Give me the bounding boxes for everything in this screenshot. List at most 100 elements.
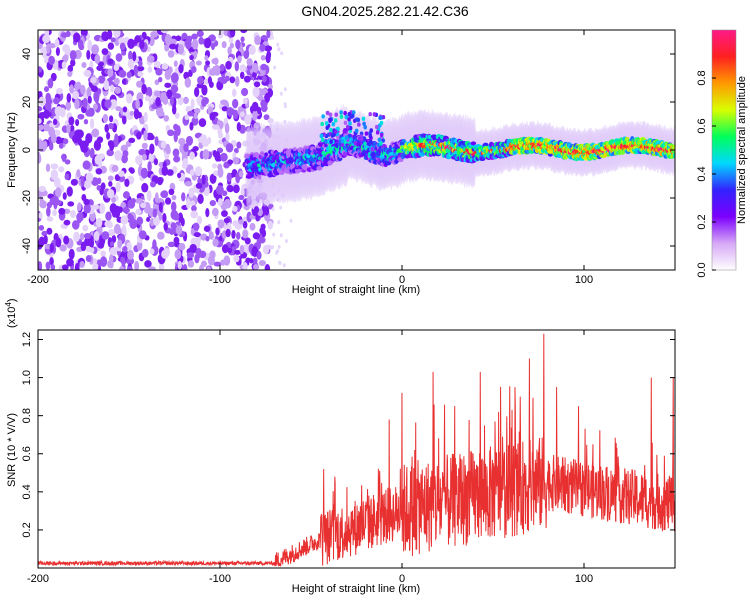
heat-cell xyxy=(186,135,194,146)
heat-cell xyxy=(162,212,167,224)
heat-cell xyxy=(142,153,147,161)
heat-cell xyxy=(107,68,114,78)
heat-cell xyxy=(236,231,241,240)
heat-cell xyxy=(168,43,177,50)
heat-cell xyxy=(218,132,224,139)
heat-cell xyxy=(184,77,192,88)
heat-cell xyxy=(173,60,178,67)
heat-cell xyxy=(135,99,140,110)
heat-cell xyxy=(187,260,195,268)
snr-multiplier-base: (x10 xyxy=(6,307,18,328)
heat-cell xyxy=(262,75,267,83)
heat-cell xyxy=(169,38,177,45)
heat-cell xyxy=(79,232,85,241)
heat-cell xyxy=(176,172,182,178)
heat-cell xyxy=(279,205,283,210)
spectrogram-x-ticks: -200 -100 0 100 xyxy=(27,30,593,286)
heat-cell xyxy=(227,221,232,231)
heat-cell xyxy=(207,76,213,85)
heat-cell xyxy=(193,232,201,238)
heat-cell xyxy=(86,86,92,98)
heat-cell xyxy=(160,190,167,198)
heat-cell xyxy=(214,151,221,162)
heat-cell xyxy=(190,200,196,207)
heat-cell xyxy=(92,262,99,270)
heat-cell xyxy=(348,125,353,131)
heat-cell xyxy=(330,133,335,138)
heat-cell xyxy=(135,155,143,165)
heat-cell xyxy=(43,234,48,245)
heat-cell xyxy=(82,97,88,109)
heat-cell xyxy=(190,210,199,219)
heat-cell xyxy=(340,138,345,144)
heat-cell xyxy=(198,250,207,259)
heat-cell xyxy=(282,263,286,268)
heat-cell xyxy=(122,106,128,113)
heat-cell xyxy=(175,35,182,42)
heat-cell xyxy=(127,38,135,50)
heat-cell xyxy=(65,100,72,111)
heat-cell xyxy=(197,76,204,85)
heat-cell xyxy=(248,45,256,55)
heat-cell xyxy=(114,150,123,161)
heat-cell xyxy=(145,86,153,98)
heat-cell xyxy=(213,57,219,66)
heat-cell xyxy=(195,182,203,189)
heat-cell xyxy=(227,159,234,165)
heat-cell xyxy=(181,192,186,202)
heat-cell xyxy=(234,61,240,72)
heat-cell xyxy=(260,55,266,61)
heat-cell xyxy=(132,51,137,62)
heat-cell xyxy=(221,244,229,254)
heat-cell xyxy=(223,255,231,266)
heat-cell xyxy=(234,76,240,87)
heat-cell xyxy=(113,208,121,219)
heat-cell xyxy=(242,229,249,239)
heat-cell xyxy=(113,30,121,38)
heat-cell xyxy=(171,104,177,115)
colorbar-tick-label: 0.8 xyxy=(696,70,708,85)
heat-cell xyxy=(324,143,328,148)
heat-cell xyxy=(147,161,152,172)
heat-cell xyxy=(113,64,120,71)
heat-cell xyxy=(73,231,80,243)
heat-cell xyxy=(139,39,145,50)
heat-cell xyxy=(372,141,377,146)
heat-cell xyxy=(239,111,245,118)
heat-cell xyxy=(147,266,156,270)
heat-cell xyxy=(470,141,477,146)
heat-cell xyxy=(77,137,83,146)
heat-cell xyxy=(236,141,242,149)
heat-cell xyxy=(68,248,75,260)
heat-cell xyxy=(184,114,190,120)
heat-cell xyxy=(72,90,80,100)
heat-cell xyxy=(138,230,147,240)
heat-cell xyxy=(154,79,160,86)
heat-cell xyxy=(87,95,92,104)
heat-cell xyxy=(55,136,62,145)
colorbar-ticks: 0.0 0.2 0.4 0.6 0.8 xyxy=(696,70,716,278)
heat-cell xyxy=(70,59,76,67)
heat-cell xyxy=(196,82,204,89)
heat-cell xyxy=(356,141,361,147)
heat-cell xyxy=(177,43,184,55)
heat-cell xyxy=(289,218,293,223)
heat-cell xyxy=(136,216,144,226)
heat-cell xyxy=(244,114,252,125)
heat-cell xyxy=(243,50,250,60)
heat-cell xyxy=(209,199,216,207)
spectrogram-y-ticks: -40 -20 0 20 40 xyxy=(21,48,675,254)
heat-cell xyxy=(189,151,195,160)
heat-cell xyxy=(316,165,323,171)
heat-cell xyxy=(145,95,151,102)
heat-cell xyxy=(379,141,383,146)
heat-cell xyxy=(80,175,85,187)
x-tick-label: 0 xyxy=(399,573,405,585)
heat-cell xyxy=(91,128,100,138)
heat-cell xyxy=(209,112,216,121)
heat-cell xyxy=(81,145,89,153)
heat-cell xyxy=(65,30,71,38)
heat-cell xyxy=(279,233,283,238)
heat-cell xyxy=(377,137,382,142)
heat-cell xyxy=(167,50,175,58)
